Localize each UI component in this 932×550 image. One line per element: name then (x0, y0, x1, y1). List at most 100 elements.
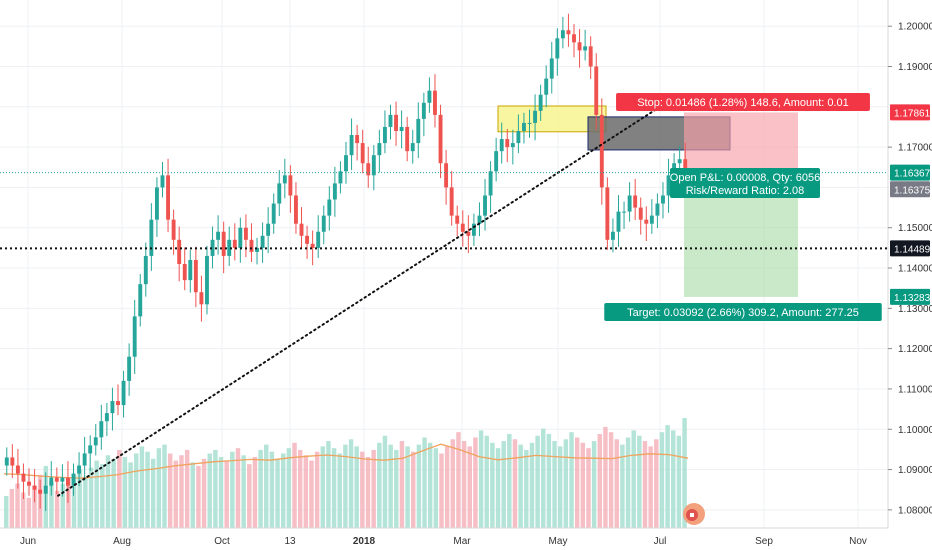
volume-bar (450, 439, 456, 528)
time-tick-label: Sep (755, 536, 773, 547)
drawn-lines[interactable] (0, 105, 888, 497)
candle-body (310, 243, 315, 248)
volume-bar (15, 483, 20, 528)
candle-body (77, 465, 82, 474)
candle-body (43, 485, 48, 494)
volume-bar (535, 435, 540, 528)
volume-bar (524, 449, 529, 528)
position-tool[interactable] (684, 112, 798, 297)
volume-bar (117, 449, 122, 528)
current-price-badge: 1.16367 (894, 169, 931, 180)
volume-bar (603, 426, 608, 528)
volume-bar (286, 448, 292, 528)
volume-bar (94, 460, 99, 528)
candle-body (421, 102, 426, 119)
volume-bar (100, 464, 105, 528)
candle-body (644, 219, 649, 224)
volume-bar (405, 446, 410, 528)
candle-body (516, 130, 521, 144)
support-badge: 1.14489 (894, 244, 931, 255)
volume-bar (541, 428, 546, 528)
candle-body (588, 46, 593, 67)
candle-body (54, 477, 59, 482)
volume-bar (128, 462, 133, 528)
volume-bar (637, 435, 642, 528)
candle-body (210, 239, 215, 256)
candle-body (188, 259, 193, 281)
volume-bar (280, 453, 286, 528)
volume-bar (671, 430, 676, 528)
candle-body (160, 175, 165, 188)
volume-bar (467, 446, 472, 528)
volume-bar (145, 451, 150, 528)
volume-bar (139, 446, 145, 528)
candle-body (627, 195, 632, 212)
volume-bar (9, 488, 15, 528)
time-tick-label: Nov (849, 536, 867, 547)
volume-bar (111, 458, 116, 528)
price-tick-label: 1.11000 (898, 384, 932, 395)
trendline (57, 105, 661, 497)
volume-bar (665, 425, 670, 528)
time-tick-label: Oct (214, 536, 230, 547)
candle-body (638, 207, 643, 220)
volume-bar (207, 453, 212, 528)
candle-body (38, 489, 43, 494)
candle-body (505, 139, 510, 148)
last-close-badge: 1.16375 (894, 185, 931, 196)
volume-bar (77, 469, 82, 528)
candle-body (166, 175, 170, 220)
time-axis[interactable]: Jun Aug Oct 13 2018 Mar May Jul Sep Nov (0, 527, 888, 550)
candlesticks (4, 13, 688, 512)
candle-body (116, 401, 120, 406)
candle-body (522, 122, 526, 131)
volume-bar (529, 442, 535, 528)
volume-bars (4, 418, 687, 528)
candle-body (410, 143, 415, 152)
candle-body (288, 175, 293, 196)
volume-bar (269, 451, 275, 528)
volume-bar (179, 455, 184, 528)
candle-body (610, 231, 615, 240)
candle-body (232, 239, 237, 248)
target-level-badge: 1.13283 (894, 293, 931, 304)
volume-bar (303, 455, 309, 528)
volume-bar (105, 455, 111, 528)
price-axis[interactable]: 1.20000 1.19000 1.17000 1.15000 1.14000 1.130… (887, 0, 932, 550)
volume-bar (580, 442, 586, 528)
candle-body (327, 199, 332, 216)
stop-zone (684, 112, 798, 173)
candle-body (299, 223, 304, 236)
candle-body (533, 110, 538, 123)
candle-body (572, 34, 576, 43)
candle-body (249, 239, 254, 252)
candle-body (27, 481, 31, 486)
candle-body (332, 183, 337, 200)
volume-bar (343, 444, 348, 528)
candle-body (483, 195, 487, 216)
price-tick-label: 1.14000 (898, 264, 932, 275)
candle-body (238, 227, 243, 248)
candle-body (555, 38, 560, 59)
candle-body (255, 247, 259, 252)
tradingview-logo-icon[interactable] (683, 503, 705, 525)
volume-bar (150, 458, 156, 528)
candle-body (21, 473, 26, 482)
candle-body (60, 477, 65, 482)
volume-bar (190, 462, 195, 528)
price-tick-label: 1.10000 (898, 425, 932, 436)
candle-body (260, 235, 265, 248)
price-badges: 1.17861 1.16367 1.16375 1.14489 1.13283 (890, 104, 931, 305)
candle-body (4, 457, 9, 466)
volume-bar (88, 467, 94, 528)
candle-body (93, 437, 98, 446)
volume-bar (20, 492, 26, 528)
candle-body (271, 203, 276, 224)
volume-bar (54, 490, 60, 528)
volume-bar (642, 441, 648, 528)
time-tick-label: May (549, 536, 568, 547)
support-badge-bg (890, 240, 930, 257)
candle-body (121, 380, 126, 406)
